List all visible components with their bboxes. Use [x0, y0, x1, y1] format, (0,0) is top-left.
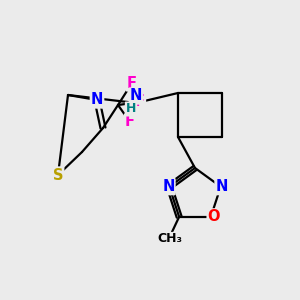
Text: F: F: [127, 76, 137, 91]
Text: N: N: [130, 88, 142, 104]
Text: O: O: [208, 209, 220, 224]
Text: N: N: [91, 92, 103, 107]
Text: H: H: [126, 103, 136, 116]
Text: S: S: [53, 167, 63, 182]
Text: N: N: [215, 179, 228, 194]
Text: F: F: [135, 94, 145, 110]
Text: N: N: [162, 179, 175, 194]
Text: F: F: [125, 115, 135, 130]
Text: CH₃: CH₃: [158, 232, 182, 245]
